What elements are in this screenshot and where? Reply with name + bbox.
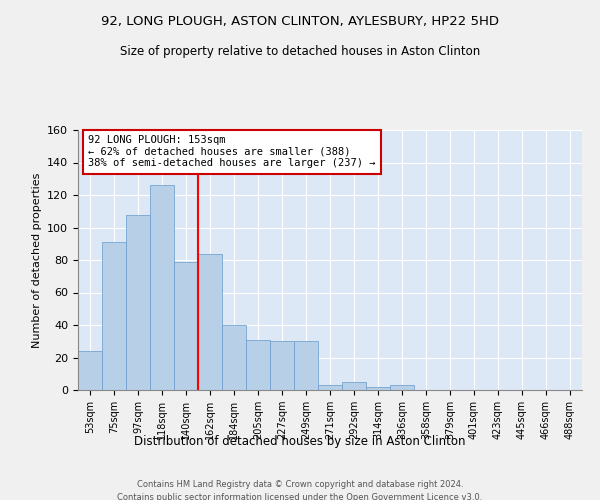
Bar [78,351,102,390]
Text: Contains HM Land Registry data © Crown copyright and database right 2024.: Contains HM Land Registry data © Crown c… [137,480,463,489]
Text: Contains public sector information licensed under the Open Government Licence v3: Contains public sector information licen… [118,492,482,500]
Bar [198,254,222,390]
Bar [126,214,150,390]
Bar [150,185,174,390]
Text: 92, LONG PLOUGH, ASTON CLINTON, AYLESBURY, HP22 5HD: 92, LONG PLOUGH, ASTON CLINTON, AYLESBUR… [101,15,499,28]
Bar [246,340,270,390]
Bar [102,242,126,390]
Y-axis label: Number of detached properties: Number of detached properties [32,172,41,348]
Bar [366,387,390,390]
Bar [342,382,366,390]
Bar [318,385,342,390]
Text: 92 LONG PLOUGH: 153sqm
← 62% of detached houses are smaller (388)
38% of semi-de: 92 LONG PLOUGH: 153sqm ← 62% of detached… [88,135,376,168]
Bar [270,341,294,390]
Bar [174,262,198,390]
Text: Distribution of detached houses by size in Aston Clinton: Distribution of detached houses by size … [134,435,466,448]
Bar [222,325,246,390]
Bar [294,341,318,390]
Bar [390,385,414,390]
Text: Size of property relative to detached houses in Aston Clinton: Size of property relative to detached ho… [120,45,480,58]
